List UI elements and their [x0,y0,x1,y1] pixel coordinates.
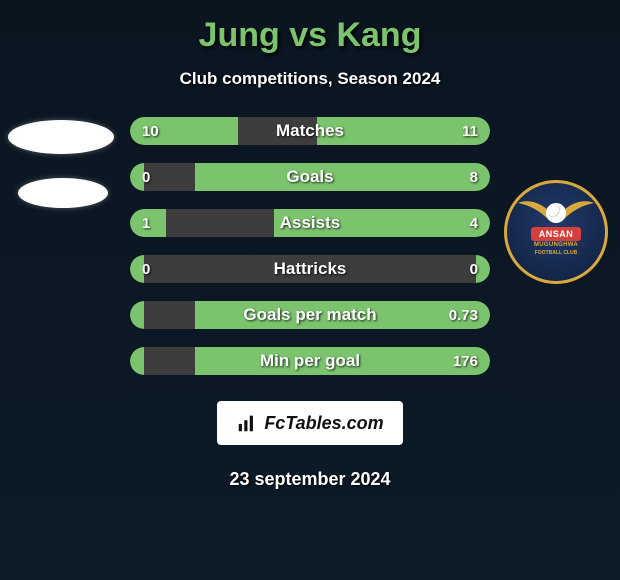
stat-row: 1 Assists 4 [130,209,490,237]
stat-label: Min per goal [260,351,360,371]
stat-row: 0 Hattricks 0 [130,255,490,283]
crest-foot: FOOTBALL CLUB [535,250,577,256]
stat-label: Goals per match [243,305,376,325]
stat-label: Assists [280,213,340,233]
stat-right-value: 0.73 [449,307,478,324]
stat-label: Matches [276,121,344,141]
stat-right-value: 4 [470,215,478,232]
stat-left-value: 10 [142,123,159,140]
page-subtitle: Club competitions, Season 2024 [180,69,441,89]
crest-sub: MUGUNGHWA [534,242,578,248]
stat-bar-left [130,347,144,375]
stat-right-value: 11 [462,123,478,140]
crest-ball [546,203,566,223]
crest-circle: ANSAN MUGUNGHWA FOOTBALL CLUB [504,180,608,284]
stat-left-value: 0 [142,169,150,186]
crest-name: ANSAN [531,227,582,241]
left-badge-1 [8,120,114,154]
stat-right-value: 8 [470,169,478,186]
stat-bar-right [195,163,490,191]
snapshot-date: 23 september 2024 [229,469,390,490]
stat-right-value: 176 [453,353,478,370]
stat-left-value: 0 [142,261,150,278]
branding-badge[interactable]: FcTables.com [217,401,403,445]
right-club-crest: ANSAN MUGUNGHWA FOOTBALL CLUB [504,180,608,284]
stat-row: 0 Goals 8 [130,163,490,191]
stat-label: Hattricks [274,259,347,279]
stats-list: 10 Matches 11 0 Goals 8 1 Assists 4 0 Hattricks 0 Go… [130,117,490,375]
left-player-badges [8,120,114,208]
stat-bar-left [130,301,144,329]
stat-label: Goals [286,167,333,187]
stat-left-value: 1 [142,215,150,232]
branding-text: FcTables.com [264,413,383,434]
stat-row: Goals per match 0.73 [130,301,490,329]
page-title: Jung vs Kang [199,16,422,55]
left-badge-2 [18,178,108,208]
chart-icon [236,412,258,434]
stat-right-value: 0 [470,261,478,278]
stat-row: Min per goal 176 [130,347,490,375]
stat-row: 10 Matches 11 [130,117,490,145]
